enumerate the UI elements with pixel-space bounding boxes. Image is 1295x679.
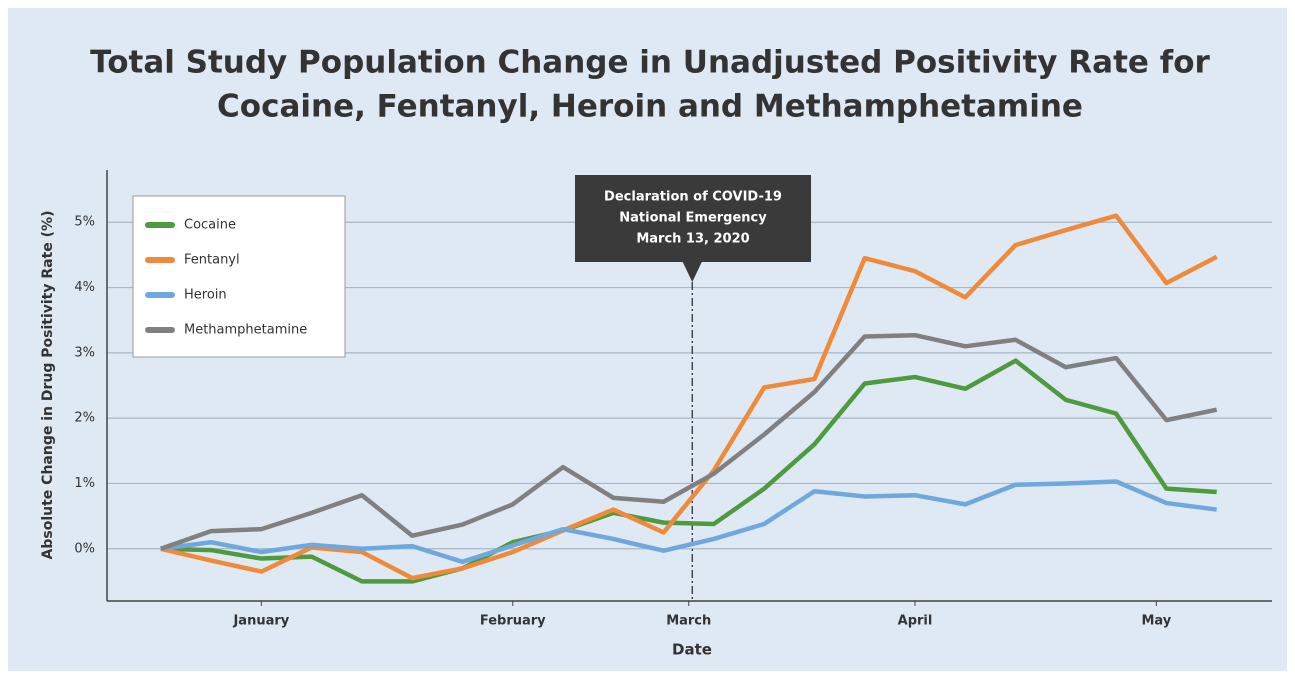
y-tick-label: 0% (74, 541, 95, 556)
annotation-pointer (682, 261, 703, 282)
x-axis-label: Date (672, 641, 712, 659)
series-line (160, 479, 1217, 565)
annotation-text: March 13, 2020 (636, 232, 749, 247)
y-axis-label: Absolute Change in Drug Positivity Rate … (40, 211, 56, 560)
legend-label: Methamphetamine (184, 323, 307, 338)
series-line (160, 213, 1218, 581)
series-line (160, 358, 1217, 584)
y-tick-label: 1% (74, 476, 95, 491)
x-tick-label: February (480, 614, 546, 629)
x-tick-label: January (232, 614, 289, 629)
annotation-text: National Emergency (619, 211, 767, 226)
x-tick-label: May (1141, 614, 1171, 629)
y-tick-label: 5% (74, 215, 95, 230)
y-tick-label: 4% (74, 280, 95, 295)
chart-title: Cocaine, Fentanyl, Heroin and Methamphet… (217, 89, 1083, 125)
x-tick-label: March (666, 614, 711, 629)
y-tick-label: 3% (74, 345, 95, 360)
legend-label: Heroin (184, 288, 227, 303)
legend-label: Fentanyl (184, 253, 240, 268)
annotation-box (575, 175, 811, 262)
chart-title: Total Study Population Change in Unadjus… (90, 45, 1210, 81)
legend-label: Cocaine (184, 218, 236, 233)
y-tick-label: 2% (74, 411, 95, 426)
series-line (160, 332, 1218, 551)
x-tick-label: April (898, 614, 933, 629)
annotation-text: Declaration of COVID-19 (604, 190, 782, 205)
